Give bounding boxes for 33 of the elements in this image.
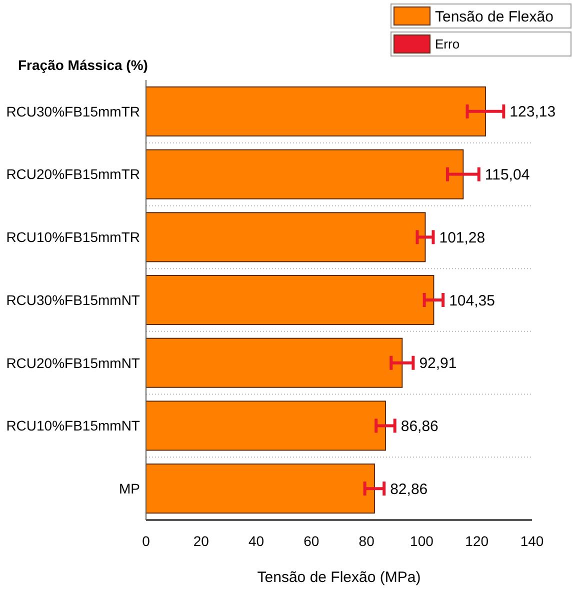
legend-label: Tensão de Flexão — [435, 8, 554, 26]
x-tick-label: 120 — [465, 533, 489, 549]
x-tick-label: 0 — [142, 533, 150, 549]
bar — [146, 149, 464, 200]
x-axis-title: Tensão de Flexão (MPa) — [257, 569, 421, 586]
data-label: 101,28 — [439, 229, 486, 246]
x-tick-label: 20 — [193, 533, 210, 549]
bar — [146, 338, 403, 388]
data-label: 82,86 — [390, 480, 428, 498]
x-tick-label: 60 — [304, 533, 320, 549]
y-axis-title: Fração Mássica (%) — [18, 57, 148, 73]
x-tick-label: 80 — [358, 533, 375, 549]
y-tick-label: MP — [119, 480, 140, 496]
bar — [146, 400, 386, 451]
y-tick-label: RCU20%FB15mmNT — [6, 354, 140, 371]
data-label: 86,86 — [400, 418, 438, 435]
bar — [146, 274, 434, 326]
bar — [146, 464, 375, 514]
y-tick-label: RCU30%FB15mmTR — [6, 103, 140, 120]
y-tick-label: RCU10%FB15mmTR — [6, 229, 140, 246]
x-tick-label: 40 — [248, 533, 264, 549]
y-tick-label: RCU20%FB15mmTR — [6, 166, 140, 182]
legend-label: Erro — [435, 36, 460, 52]
y-tick-label: RCU10%FB15mmNT — [6, 418, 140, 434]
y-tick-label: RCU30%FB15mmNT — [6, 292, 140, 308]
data-label: 115,04 — [484, 166, 530, 184]
bar — [146, 86, 486, 136]
x-tick-label: 140 — [520, 533, 544, 549]
data-label: 104,35 — [449, 292, 495, 310]
data-label: 92,91 — [419, 355, 457, 372]
x-tick-label: 100 — [410, 533, 434, 549]
bar — [146, 212, 426, 262]
data-label: 123,13 — [510, 104, 556, 121]
